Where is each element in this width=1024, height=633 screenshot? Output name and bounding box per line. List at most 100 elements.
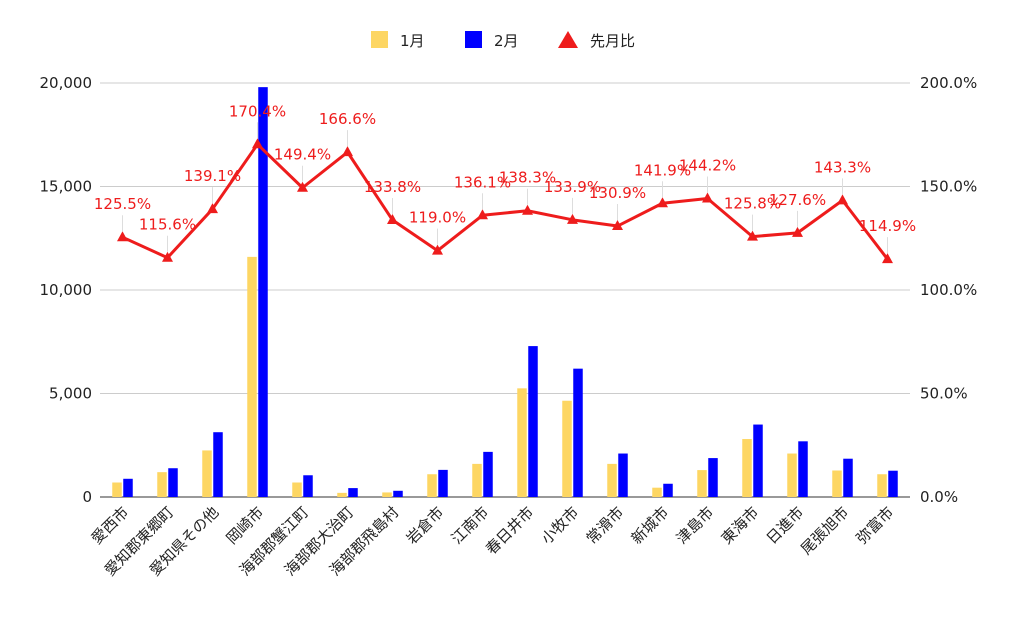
ratio-point xyxy=(747,230,758,241)
category-label: 常滑市 xyxy=(583,503,628,548)
data-label: 141.9% xyxy=(634,161,691,179)
ratio-point xyxy=(432,244,443,255)
bar-series-2 xyxy=(888,470,898,497)
y-tick-label: 15,000 xyxy=(40,178,93,196)
ratio-point xyxy=(612,220,623,231)
bar-series-1 xyxy=(202,450,212,497)
ratio-line-path xyxy=(121,142,889,261)
category-label: 岩倉市 xyxy=(403,503,448,548)
bar-series-1 xyxy=(652,487,662,497)
bar-series-1 xyxy=(562,400,572,497)
legend-swatch-series-2 xyxy=(465,31,482,48)
legend-label-series-1: 1月 xyxy=(400,32,425,50)
bar-series-2 xyxy=(123,478,133,497)
y2-tick-label: 200.0% xyxy=(920,74,977,92)
ratio-point xyxy=(837,194,848,205)
legend-label-series-3: 先月比 xyxy=(590,32,635,50)
bar-series-1 xyxy=(112,482,122,497)
bar-series-1 xyxy=(427,474,437,497)
bar-series-2 xyxy=(798,441,808,497)
ratio-point xyxy=(342,146,353,157)
ratio-point xyxy=(387,214,398,225)
bar-series-2 xyxy=(753,424,763,497)
data-label: 115.6% xyxy=(139,216,196,234)
ratio-point xyxy=(522,204,533,215)
ratio-point xyxy=(117,231,128,242)
ratio-point xyxy=(252,138,263,149)
bar-series-1 xyxy=(472,463,482,497)
ratio-point xyxy=(657,197,668,208)
y-tick-label: 0 xyxy=(82,488,92,506)
ratio-line xyxy=(117,138,893,264)
bar-series-2 xyxy=(438,469,448,497)
ratio-point xyxy=(882,253,893,264)
ratio-point xyxy=(207,203,218,214)
bar-series-1 xyxy=(742,439,752,497)
data-label: 114.9% xyxy=(859,217,916,235)
ratio-point xyxy=(162,251,173,262)
y-tick-label: 10,000 xyxy=(40,281,93,299)
y-axis-right: 0.0% 50.0% 100.0% 150.0% 200.0% xyxy=(920,74,977,506)
bar-series-1 xyxy=(382,492,392,497)
bar-series-2 xyxy=(708,458,718,497)
category-label: 春日井市 xyxy=(482,503,537,558)
data-label: 125.8% xyxy=(724,195,781,213)
data-label: 138.3% xyxy=(499,169,556,187)
data-label: 133.8% xyxy=(364,178,421,196)
bars xyxy=(112,87,898,497)
legend: 1月 2月 先月比 xyxy=(371,31,635,50)
y-axis-left: 0 5,000 10,000 15,000 20,000 xyxy=(40,74,93,506)
category-label: 新城市 xyxy=(628,503,673,548)
data-label: 125.5% xyxy=(94,195,151,213)
data-label: 166.6% xyxy=(319,110,376,128)
bar-series-1 xyxy=(832,470,842,497)
bar-series-2 xyxy=(303,475,313,497)
y-tick-label: 5,000 xyxy=(49,385,92,403)
gridlines xyxy=(100,82,910,498)
bar-series-2 xyxy=(393,490,403,497)
data-labels: 125.5% 115.6% 139.1% 170.4% 149.4% 166.6% 133.… xyxy=(94,102,916,254)
data-label: 119.0% xyxy=(409,209,466,227)
bar-series-2 xyxy=(663,483,673,497)
bar-series-2 xyxy=(258,87,268,497)
data-label: 136.1% xyxy=(454,173,511,191)
bar-series-2 xyxy=(213,432,223,497)
category-label: 東海市 xyxy=(718,503,763,548)
legend-swatch-series-1 xyxy=(371,31,388,48)
bar-series-1 xyxy=(877,474,887,497)
bar-series-1 xyxy=(292,482,302,497)
legend-marker-series-3 xyxy=(558,31,578,48)
data-label: 144.2% xyxy=(679,157,736,175)
legend-label-series-2: 2月 xyxy=(494,32,519,50)
bar-series-1 xyxy=(607,463,617,497)
bar-series-2 xyxy=(843,458,853,497)
bar-series-1 xyxy=(787,453,797,497)
ratio-point xyxy=(297,181,308,192)
category-label: 弥富市 xyxy=(853,503,898,548)
data-label: 127.6% xyxy=(769,191,826,209)
bar-series-2 xyxy=(348,488,358,497)
y2-tick-label: 0.0% xyxy=(920,488,958,506)
bar-series-1 xyxy=(697,470,707,497)
ratio-point xyxy=(567,213,578,224)
bar-series-1 xyxy=(247,256,257,497)
y-tick-label: 20,000 xyxy=(40,74,93,92)
data-label: 170.4% xyxy=(229,102,286,120)
data-label: 130.9% xyxy=(589,184,646,202)
x-axis-categories: 愛西市愛知郡東郷町愛知県その他 岡崎市海部郡蟹江町海部郡大治町海部郡飛島村 岩倉市江… xyxy=(88,503,898,579)
bar-series-2 xyxy=(618,453,628,497)
bar-series-1 xyxy=(517,388,527,497)
category-label: 尾張旭市 xyxy=(797,503,852,558)
category-label: 小牧市 xyxy=(538,503,583,548)
bar-series-2 xyxy=(573,368,583,497)
bar-series-2 xyxy=(528,346,538,497)
bar-series-1 xyxy=(157,472,167,497)
bar-series-2 xyxy=(483,451,493,497)
bar-series-2 xyxy=(168,468,178,497)
data-label: 143.3% xyxy=(814,158,871,176)
y2-tick-label: 50.0% xyxy=(920,385,968,403)
data-label: 133.9% xyxy=(544,178,601,196)
ratio-point xyxy=(792,226,803,237)
category-label: 津島市 xyxy=(673,503,718,548)
